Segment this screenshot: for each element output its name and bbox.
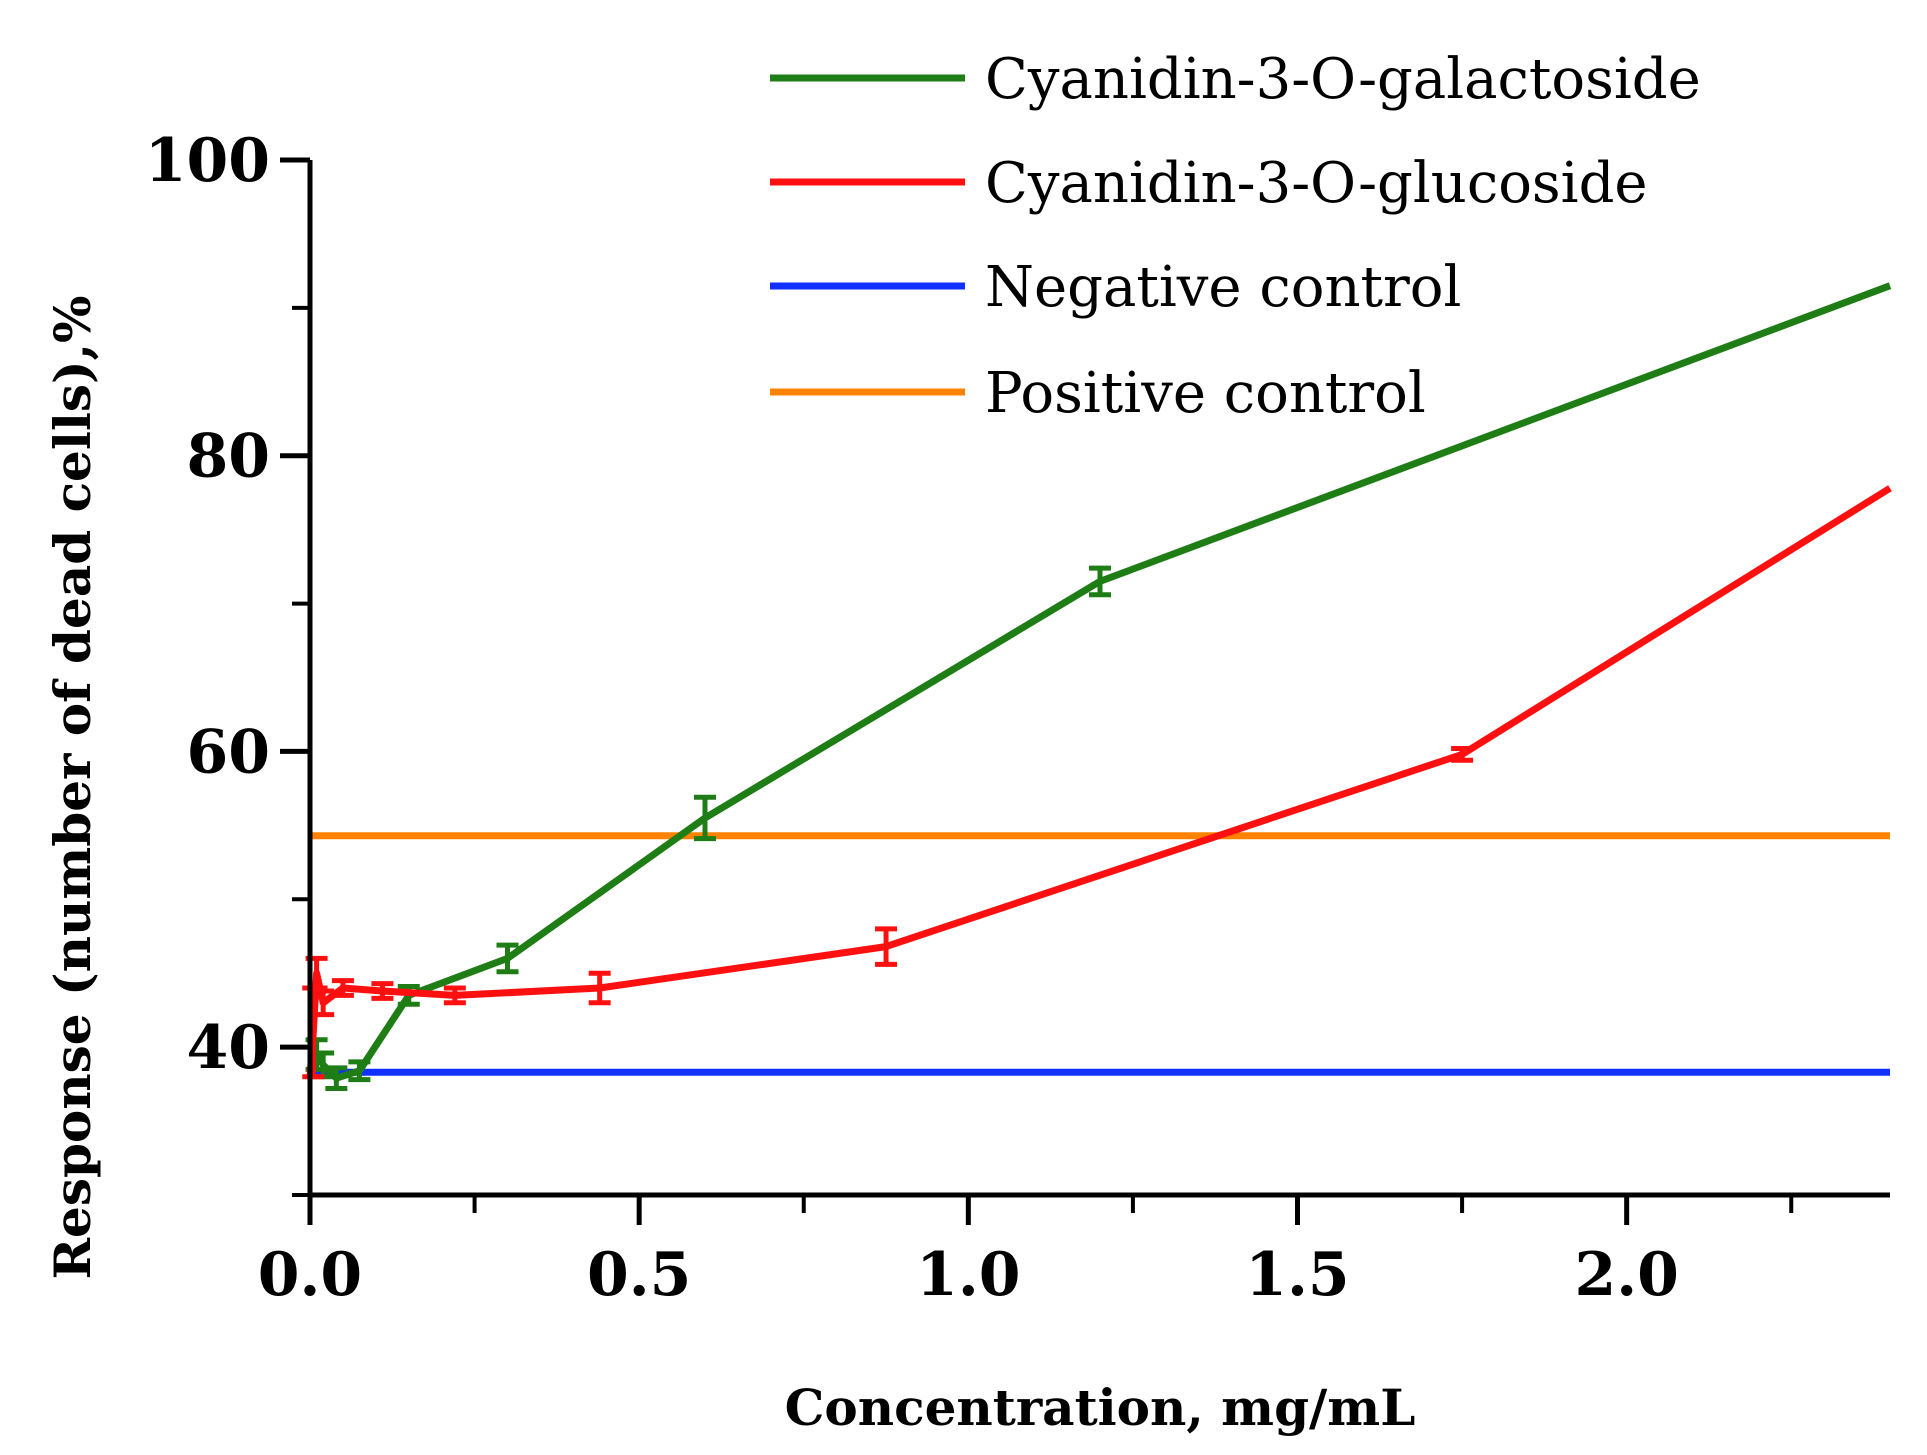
legend-item-cyanidin-3-o-galactoside: Cyanidin-3-O-galactoside (770, 47, 1701, 112)
control-lines (310, 832, 1890, 1076)
legend-label: Positive control (985, 361, 1426, 426)
error-bar (348, 1059, 371, 1083)
error-bar (331, 978, 354, 998)
error-bar (588, 970, 611, 1006)
y-tick-label: 80 (187, 422, 271, 492)
error-bar (443, 985, 466, 1006)
legend-item-negative-control: Negative control (770, 255, 1461, 320)
error-bar (371, 981, 394, 1001)
series-layer (302, 282, 1892, 1092)
x-tick-label: 0.5 (587, 1240, 691, 1310)
error-bar (312, 988, 335, 1018)
error-bar (1451, 745, 1474, 763)
x-tick-label: 0.0 (258, 1240, 362, 1310)
legend-label: Cyanidin-3-O-galactoside (985, 47, 1701, 112)
y-tick-label: 40 (187, 1013, 271, 1083)
y-tick-label: 60 (187, 717, 271, 787)
legend-item-cyanidin-3-o-glucoside: Cyanidin-3-O-glucoside (770, 151, 1648, 216)
x-tick-label: 1.0 (916, 1240, 1020, 1310)
error-bar (694, 794, 716, 842)
error-bar (875, 926, 898, 967)
x-tick-label: 2.0 (1574, 1240, 1678, 1310)
x-axis-title: Concentration, mg/mL (785, 1378, 1416, 1437)
ticks: 0.0 0.5 1.0 1.5 2.0 40 60 80 100 (145, 126, 1794, 1310)
legend-item-positive-control: Positive control (770, 361, 1426, 426)
error-bar (1089, 565, 1111, 598)
y-axis-title: Response (number of dead cells),% (43, 295, 102, 1279)
legend: Cyanidin-3-O-galactoside Cyanidin-3-O-glu… (770, 47, 1701, 426)
error-bar (496, 942, 519, 975)
series-line-cyanidin-3-o-galactoside (306, 282, 1892, 1082)
series-cyanidin-3-o-glucoside (302, 485, 1892, 1080)
legend-label: Cyanidin-3-O-glucoside (985, 151, 1648, 216)
error-bar (325, 1065, 348, 1092)
y-tick-label: 100 (145, 126, 270, 196)
x-tick-label: 1.5 (1245, 1240, 1349, 1310)
legend-label: Negative control (985, 255, 1461, 320)
